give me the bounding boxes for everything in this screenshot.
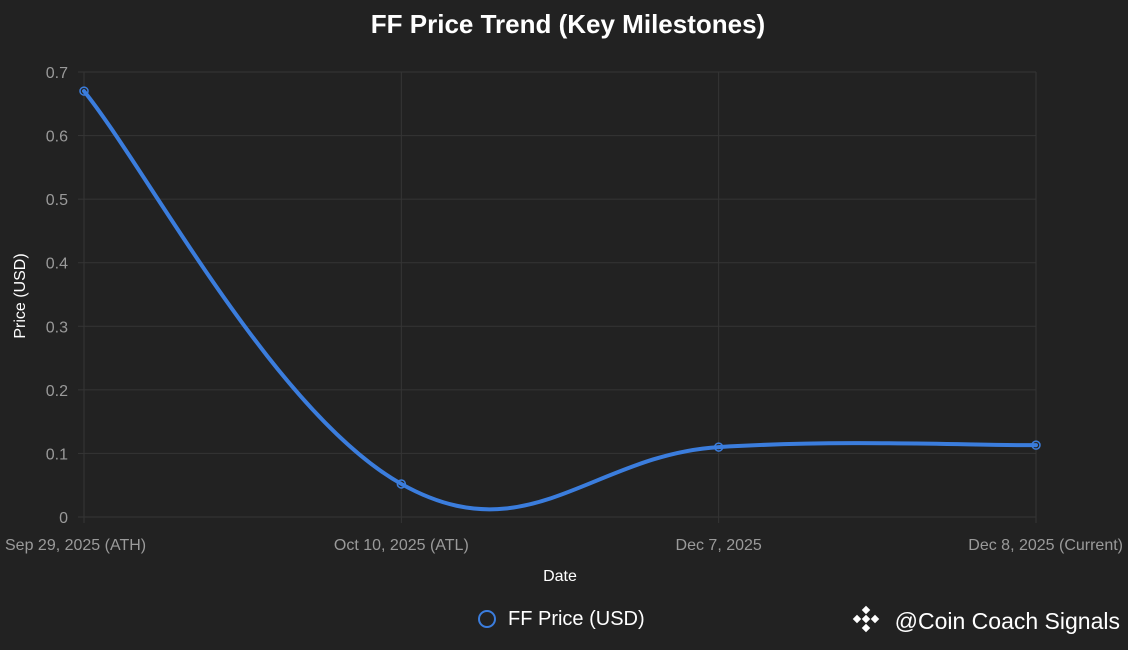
data-point[interactable] (396, 479, 407, 489)
x-axis-ticks: Sep 29, 2025 (ATH) Oct 10, 2025 (ATL) Dec … (5, 537, 1123, 554)
series-line (82, 89, 1038, 512)
grid-lines (78, 71, 1037, 523)
y-tick-label: 0.1 (46, 446, 68, 463)
y-tick-label: 0.2 (46, 383, 68, 400)
data-point[interactable] (713, 442, 724, 452)
legend[interactable]: FF Price (USD) (478, 608, 645, 630)
y-tick-label: 0.7 (46, 65, 68, 82)
y-axis-title: Price (USD) (12, 253, 29, 338)
x-tick-label: Dec 8, 2025 (Current) (968, 537, 1123, 554)
data-point[interactable] (79, 86, 89, 96)
chart-title: FF Price Trend (Key Milestones) (371, 9, 765, 39)
y-tick-label: 0.6 (46, 129, 68, 146)
x-tick-label: Dec 7, 2025 (676, 537, 762, 554)
x-axis-title: Date (543, 568, 577, 585)
y-axis-ticks: 0 0.1 0.2 0.3 0.4 0.5 0.6 0.7 (46, 65, 68, 527)
y-tick-label: 0 (59, 510, 68, 527)
legend-marker-icon (478, 610, 496, 628)
series-layer (79, 86, 1041, 512)
x-tick-label: Sep 29, 2025 (ATH) (5, 537, 146, 554)
legend-label: FF Price (USD) (508, 608, 645, 630)
x-tick-label: Oct 10, 2025 (ATL) (334, 537, 469, 554)
y-tick-label: 0.5 (46, 192, 68, 209)
data-point[interactable] (1031, 440, 1041, 450)
watermark-text: @Coin Coach Signals (895, 608, 1120, 634)
y-tick-label: 0.4 (46, 256, 68, 273)
y-tick-label: 0.3 (46, 319, 68, 336)
